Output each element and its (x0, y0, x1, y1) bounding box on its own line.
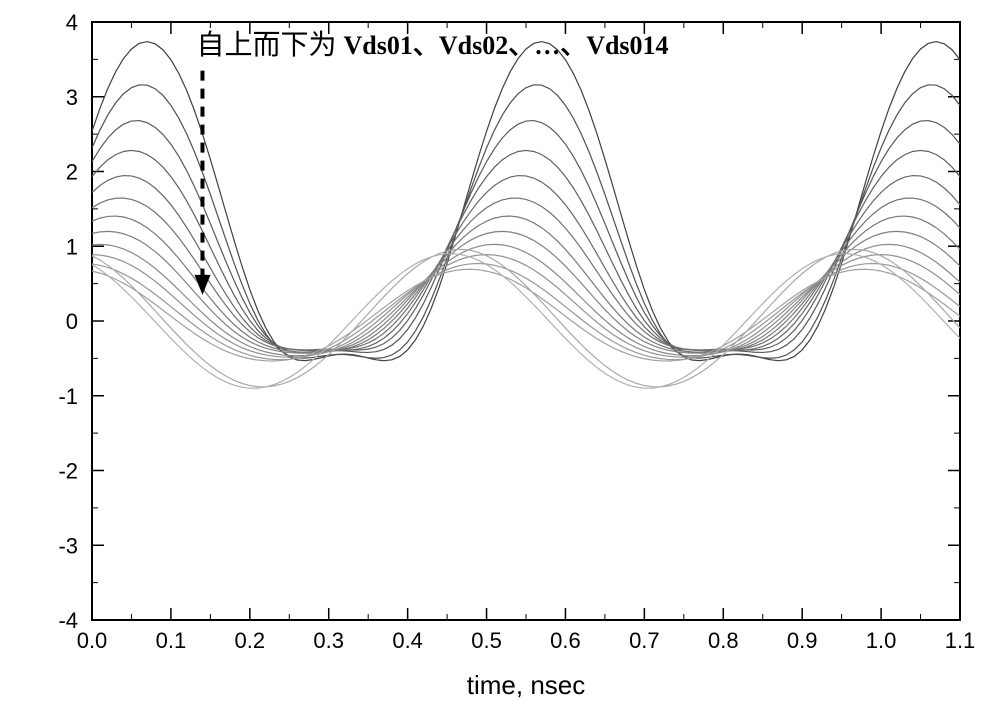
chart-bg (0, 0, 1000, 728)
x-tick-label: 0.3 (313, 628, 344, 653)
x-tick-label: 0.1 (156, 628, 187, 653)
x-tick-label: 0.4 (392, 628, 423, 653)
y-tick-label: -3 (58, 533, 78, 558)
annotation-text: 自上而下为 Vds01、Vds02、…、Vds014 (196, 29, 668, 61)
x-axis-label: time, nsec (467, 670, 586, 700)
x-tick-label: 0.2 (235, 628, 266, 653)
waveform-chart: 0.0 0.1 0.2 0.3 0.4 0.5 0.6 0.7 0.8 0.9 1.0 1.1 time… (0, 0, 1000, 728)
x-tick-label: 0.7 (629, 628, 660, 653)
y-tick-label: 0 (66, 309, 78, 334)
y-tick-label: -4 (58, 608, 78, 633)
y-tick-label: -2 (58, 459, 78, 484)
y-tick-label: -1 (58, 384, 78, 409)
y-tick-label: 1 (66, 234, 78, 259)
x-tick-label: 1.1 (945, 628, 976, 653)
x-tick-label: 0.6 (550, 628, 581, 653)
x-tick-label: 0.8 (708, 628, 739, 653)
x-tick-label: 0.5 (471, 628, 502, 653)
x-tick-label: 0.0 (77, 628, 108, 653)
y-tick-label: 2 (66, 160, 78, 185)
chart-container: 0.0 0.1 0.2 0.3 0.4 0.5 0.6 0.7 0.8 0.9 1.0 1.1 time… (0, 0, 1000, 728)
x-tick-label: 0.9 (787, 628, 818, 653)
y-tick-label: 3 (66, 85, 78, 110)
y-tick-label: 4 (66, 10, 78, 35)
x-tick-label: 1.0 (866, 628, 897, 653)
